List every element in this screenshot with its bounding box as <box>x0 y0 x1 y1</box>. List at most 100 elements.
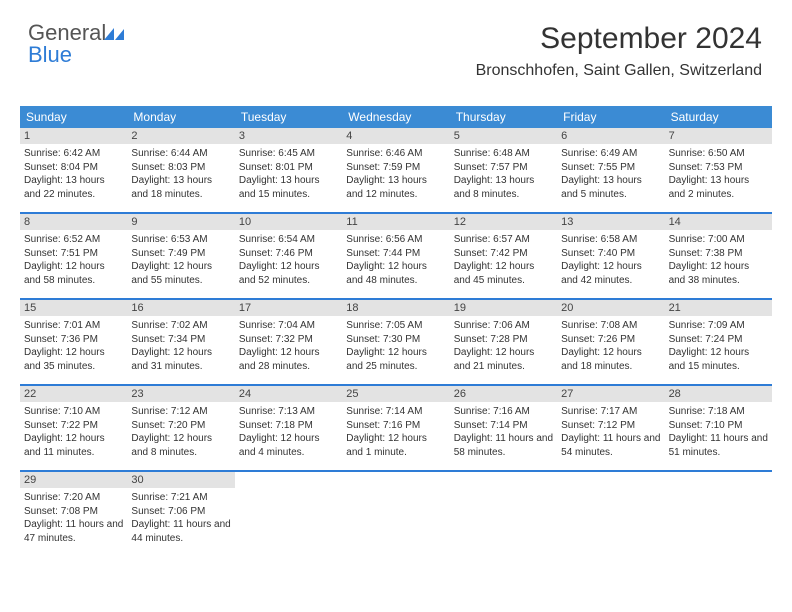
sunrise-text: Sunrise: 6:46 AM <box>346 147 445 161</box>
daylight-text: Daylight: 12 hours and 48 minutes. <box>346 260 445 287</box>
daylight-text: Daylight: 13 hours and 22 minutes. <box>24 174 123 201</box>
daylight-text: Daylight: 13 hours and 8 minutes. <box>454 174 553 201</box>
daylight-text: Daylight: 12 hours and 25 minutes. <box>346 346 445 373</box>
day-number: 10 <box>235 214 342 230</box>
daylight-text: Daylight: 12 hours and 4 minutes. <box>239 432 338 459</box>
dow-thursday: Thursday <box>450 106 557 128</box>
daylight-text: Daylight: 12 hours and 38 minutes. <box>669 260 768 287</box>
day-cell: 4Sunrise: 6:46 AMSunset: 7:59 PMDaylight… <box>342 128 449 212</box>
dow-sunday: Sunday <box>20 106 127 128</box>
day-cell: 29Sunrise: 7:20 AMSunset: 7:08 PMDayligh… <box>20 472 127 556</box>
daylight-text: Daylight: 13 hours and 15 minutes. <box>239 174 338 201</box>
sunset-text: Sunset: 7:53 PM <box>669 161 768 175</box>
day-number: 14 <box>665 214 772 230</box>
sunset-text: Sunset: 7:49 PM <box>131 247 230 261</box>
sunset-text: Sunset: 7:36 PM <box>24 333 123 347</box>
location-subtitle: Bronschhofen, Saint Gallen, Switzerland <box>476 62 762 80</box>
sunrise-text: Sunrise: 7:18 AM <box>669 405 768 419</box>
empty-cell <box>557 472 664 556</box>
day-number: 29 <box>20 472 127 488</box>
dow-monday: Monday <box>127 106 234 128</box>
day-cell: 16Sunrise: 7:02 AMSunset: 7:34 PMDayligh… <box>127 300 234 384</box>
day-number: 3 <box>235 128 342 144</box>
sunrise-text: Sunrise: 7:13 AM <box>239 405 338 419</box>
sunset-text: Sunset: 7:20 PM <box>131 419 230 433</box>
sunset-text: Sunset: 7:18 PM <box>239 419 338 433</box>
sunrise-text: Sunrise: 6:45 AM <box>239 147 338 161</box>
logo-flag-icon <box>104 26 126 42</box>
sunset-text: Sunset: 7:44 PM <box>346 247 445 261</box>
sunrise-text: Sunrise: 6:53 AM <box>131 233 230 247</box>
day-cell: 15Sunrise: 7:01 AMSunset: 7:36 PMDayligh… <box>20 300 127 384</box>
sunset-text: Sunset: 7:08 PM <box>24 505 123 519</box>
sunset-text: Sunset: 7:55 PM <box>561 161 660 175</box>
sunrise-text: Sunrise: 7:02 AM <box>131 319 230 333</box>
day-cell: 9Sunrise: 6:53 AMSunset: 7:49 PMDaylight… <box>127 214 234 298</box>
sunrise-text: Sunrise: 7:09 AM <box>669 319 768 333</box>
sunrise-text: Sunrise: 6:52 AM <box>24 233 123 247</box>
day-cell: 22Sunrise: 7:10 AMSunset: 7:22 PMDayligh… <box>20 386 127 470</box>
sunset-text: Sunset: 7:26 PM <box>561 333 660 347</box>
sunset-text: Sunset: 7:38 PM <box>669 247 768 261</box>
daylight-text: Daylight: 13 hours and 2 minutes. <box>669 174 768 201</box>
sunrise-text: Sunrise: 7:16 AM <box>454 405 553 419</box>
sunrise-text: Sunrise: 7:14 AM <box>346 405 445 419</box>
day-cell: 18Sunrise: 7:05 AMSunset: 7:30 PMDayligh… <box>342 300 449 384</box>
day-number: 25 <box>342 386 449 402</box>
sunset-text: Sunset: 7:06 PM <box>131 505 230 519</box>
sunrise-text: Sunrise: 7:04 AM <box>239 319 338 333</box>
daylight-text: Daylight: 13 hours and 18 minutes. <box>131 174 230 201</box>
day-number: 17 <box>235 300 342 316</box>
sunset-text: Sunset: 7:14 PM <box>454 419 553 433</box>
sunrise-text: Sunrise: 6:44 AM <box>131 147 230 161</box>
sunset-text: Sunset: 7:10 PM <box>669 419 768 433</box>
day-cell: 5Sunrise: 6:48 AMSunset: 7:57 PMDaylight… <box>450 128 557 212</box>
logo-text-blue: Blue <box>28 42 72 67</box>
sunset-text: Sunset: 7:51 PM <box>24 247 123 261</box>
day-number: 2 <box>127 128 234 144</box>
empty-cell <box>235 472 342 556</box>
daylight-text: Daylight: 12 hours and 45 minutes. <box>454 260 553 287</box>
daylight-text: Daylight: 12 hours and 31 minutes. <box>131 346 230 373</box>
sunrise-text: Sunrise: 6:48 AM <box>454 147 553 161</box>
day-number: 30 <box>127 472 234 488</box>
week-row: 15Sunrise: 7:01 AMSunset: 7:36 PMDayligh… <box>20 300 772 386</box>
day-number: 15 <box>20 300 127 316</box>
sunrise-text: Sunrise: 7:21 AM <box>131 491 230 505</box>
day-number: 4 <box>342 128 449 144</box>
sunrise-text: Sunrise: 7:12 AM <box>131 405 230 419</box>
week-row: 1Sunrise: 6:42 AMSunset: 8:04 PMDaylight… <box>20 128 772 214</box>
sunrise-text: Sunrise: 7:06 AM <box>454 319 553 333</box>
daylight-text: Daylight: 11 hours and 51 minutes. <box>669 432 768 459</box>
day-number: 21 <box>665 300 772 316</box>
day-number: 13 <box>557 214 664 230</box>
sunrise-text: Sunrise: 7:05 AM <box>346 319 445 333</box>
daylight-text: Daylight: 12 hours and 28 minutes. <box>239 346 338 373</box>
sunset-text: Sunset: 7:59 PM <box>346 161 445 175</box>
day-cell: 10Sunrise: 6:54 AMSunset: 7:46 PMDayligh… <box>235 214 342 298</box>
day-number: 11 <box>342 214 449 230</box>
day-number: 9 <box>127 214 234 230</box>
day-number: 16 <box>127 300 234 316</box>
sunset-text: Sunset: 7:22 PM <box>24 419 123 433</box>
day-cell: 12Sunrise: 6:57 AMSunset: 7:42 PMDayligh… <box>450 214 557 298</box>
sunset-text: Sunset: 7:46 PM <box>239 247 338 261</box>
day-cell: 30Sunrise: 7:21 AMSunset: 7:06 PMDayligh… <box>127 472 234 556</box>
day-number: 19 <box>450 300 557 316</box>
daylight-text: Daylight: 13 hours and 5 minutes. <box>561 174 660 201</box>
day-cell: 20Sunrise: 7:08 AMSunset: 7:26 PMDayligh… <box>557 300 664 384</box>
daylight-text: Daylight: 12 hours and 11 minutes. <box>24 432 123 459</box>
logo: General Blue <box>28 22 126 66</box>
day-number: 24 <box>235 386 342 402</box>
daylight-text: Daylight: 12 hours and 15 minutes. <box>669 346 768 373</box>
sunset-text: Sunset: 7:16 PM <box>346 419 445 433</box>
dow-friday: Friday <box>557 106 664 128</box>
empty-cell <box>342 472 449 556</box>
sunset-text: Sunset: 8:03 PM <box>131 161 230 175</box>
day-of-week-header: Sunday Monday Tuesday Wednesday Thursday… <box>20 106 772 128</box>
calendar-grid: Sunday Monday Tuesday Wednesday Thursday… <box>20 106 772 556</box>
sunset-text: Sunset: 7:24 PM <box>669 333 768 347</box>
sunrise-text: Sunrise: 6:56 AM <box>346 233 445 247</box>
day-cell: 27Sunrise: 7:17 AMSunset: 7:12 PMDayligh… <box>557 386 664 470</box>
daylight-text: Daylight: 12 hours and 18 minutes. <box>561 346 660 373</box>
